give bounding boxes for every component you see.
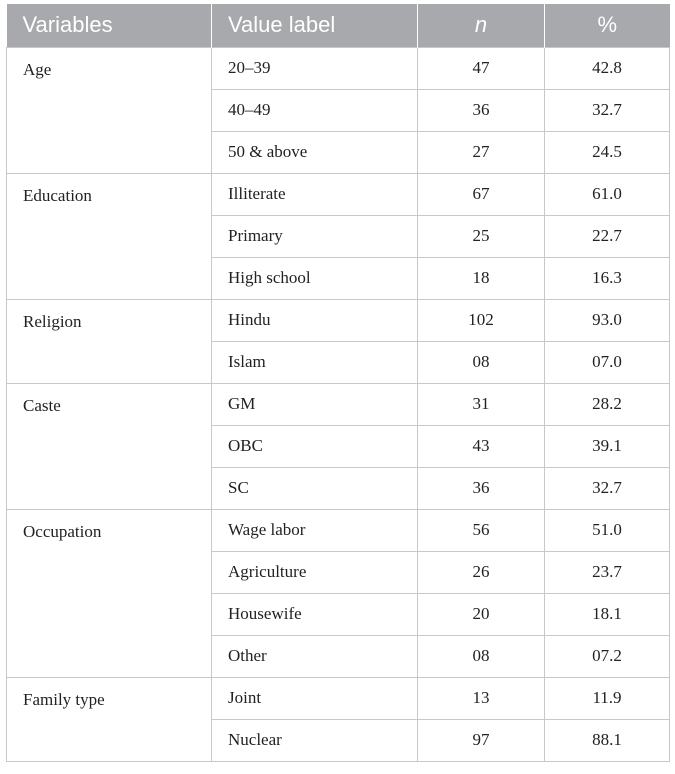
n-cell: 43 [417, 424, 545, 468]
value-label-cell: Other [211, 634, 418, 678]
value-label-cell: Hindu [211, 298, 418, 342]
value-label-cell: SC [211, 466, 418, 510]
table-row: Education Illiterate 67 61.0 [6, 172, 670, 300]
value-label-cell: 20–39 [211, 46, 418, 90]
n-cell: 20 [417, 592, 545, 636]
value-label-cell: High school [211, 256, 418, 300]
table-row: Islam 08 07.0 [7, 340, 670, 384]
variable-cell: Education [6, 172, 212, 300]
percent-cell: 39.1 [544, 424, 670, 468]
percent-cell: 28.2 [544, 382, 670, 426]
n-cell: 25 [417, 214, 545, 258]
value-label-cell: Primary [211, 214, 418, 258]
n-cell: 47 [417, 46, 545, 90]
value-label-cell: GM [211, 382, 418, 426]
table-row: Primary 25 22.7 [7, 214, 670, 258]
table-row: Religion Hindu 102 93.0 [6, 298, 670, 384]
n-cell: 13 [417, 676, 545, 720]
table-row: Agriculture 26 23.7 [7, 550, 670, 594]
percent-cell: 32.7 [544, 88, 670, 132]
table-row: OBC 43 39.1 [7, 424, 670, 468]
demographics-table: Variables Value label n % Age 20–39 47 42.8… [6, 4, 670, 762]
percent-cell: 16.3 [544, 256, 670, 300]
n-cell: 26 [417, 550, 545, 594]
value-label-cell: Nuclear [211, 718, 418, 762]
variable-cell: Occupation [6, 508, 212, 678]
header-percent: % [544, 4, 670, 47]
value-label-cell: 50 & above [211, 130, 418, 174]
variable-cell: Family type [6, 676, 212, 762]
percent-cell: 61.0 [544, 172, 670, 216]
percent-cell: 42.8 [544, 46, 670, 90]
n-cell: 36 [417, 466, 545, 510]
percent-cell: 07.2 [544, 634, 670, 678]
percent-cell: 93.0 [544, 298, 670, 342]
variable-cell: Caste [6, 382, 212, 510]
table-row: Age 20–39 47 42.8 [6, 46, 670, 174]
n-cell: 56 [417, 508, 545, 552]
percent-cell: 24.5 [544, 130, 670, 174]
percent-cell: 88.1 [544, 718, 670, 762]
value-label-cell: Agriculture [211, 550, 418, 594]
n-cell: 08 [417, 634, 545, 678]
percent-cell: 51.0 [544, 508, 670, 552]
table-row: 40–49 36 32.7 [7, 88, 670, 132]
table-row: Housewife 20 18.1 [7, 592, 670, 636]
value-label-cell: Illiterate [211, 172, 418, 216]
n-cell: 36 [417, 88, 545, 132]
percent-cell: 22.7 [544, 214, 670, 258]
table-row: Nuclear 97 88.1 [7, 718, 670, 762]
header-n: n [417, 4, 545, 47]
percent-cell: 18.1 [544, 592, 670, 636]
value-label-cell: Islam [211, 340, 418, 384]
table-row: SC 36 32.7 [7, 466, 670, 510]
table-row: Family type Joint 13 11.9 [6, 676, 670, 762]
value-label-cell: Wage labor [211, 508, 418, 552]
value-label-cell: OBC [211, 424, 418, 468]
percent-cell: 32.7 [544, 466, 670, 510]
table-row: Caste GM 31 28.2 [6, 382, 670, 510]
percent-cell: 11.9 [544, 676, 670, 720]
table-body: Age 20–39 47 42.8 40–49 36 32.7 50 & above 27 24.… [6, 46, 670, 762]
table-row: 50 & above 27 24.5 [7, 130, 670, 174]
value-label-cell: Housewife [211, 592, 418, 636]
header-value-label: Value label [211, 4, 418, 47]
value-label-cell: Joint [211, 676, 418, 720]
value-label-cell: 40–49 [211, 88, 418, 132]
n-cell: 27 [417, 130, 545, 174]
n-cell: 67 [417, 172, 545, 216]
table-row: High school 18 16.3 [7, 256, 670, 300]
n-cell: 08 [417, 340, 545, 384]
n-cell: 102 [417, 298, 545, 342]
header-variables: Variables [6, 4, 212, 47]
table-header-row: Variables Value label n % [6, 4, 670, 47]
n-cell: 18 [417, 256, 545, 300]
variable-cell: Religion [6, 298, 212, 384]
percent-cell: 07.0 [544, 340, 670, 384]
percent-cell: 23.7 [544, 550, 670, 594]
table-row: Occupation Wage labor 56 51.0 [6, 508, 670, 678]
variable-cell: Age [6, 46, 212, 174]
n-cell: 31 [417, 382, 545, 426]
n-cell: 97 [417, 718, 545, 762]
